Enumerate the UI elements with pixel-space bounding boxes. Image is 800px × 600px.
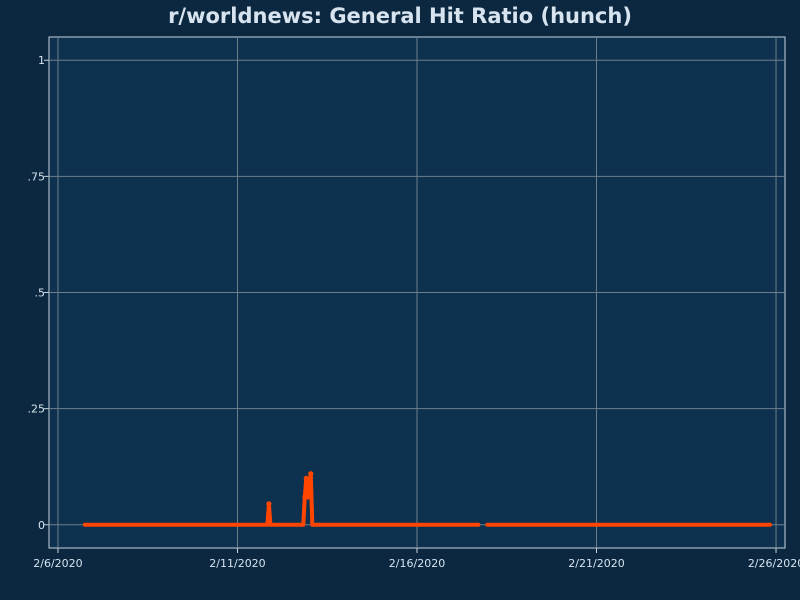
y-tick-label: .25 xyxy=(28,403,46,416)
y-tick-label: 0 xyxy=(38,519,45,532)
y-tick-label: .75 xyxy=(28,170,46,183)
y-tick-label: .5 xyxy=(35,287,46,300)
data-point xyxy=(303,475,309,481)
y-tick-label: 1 xyxy=(38,54,45,67)
x-tick-label: 2/21/2020 xyxy=(568,557,624,570)
data-point xyxy=(305,494,311,500)
x-tick-label: 2/6/2020 xyxy=(33,557,82,570)
grid-layer xyxy=(49,37,785,548)
data-point xyxy=(308,471,314,477)
axis-layer: 0 .25 .5 .75 1 2/6/2020 2/11/2020 2/16/2020 2/21… xyxy=(28,54,800,570)
x-tick-label: 2/16/2020 xyxy=(389,557,445,570)
data-point xyxy=(306,480,312,486)
series-layer xyxy=(82,471,772,527)
chart-title: r/worldnews: General Hit Ratio (hunch) xyxy=(168,4,632,28)
x-tick-label: 2/26/2020 xyxy=(748,557,800,570)
x-tick-label: 2/11/2020 xyxy=(209,557,265,570)
data-point xyxy=(266,501,272,507)
